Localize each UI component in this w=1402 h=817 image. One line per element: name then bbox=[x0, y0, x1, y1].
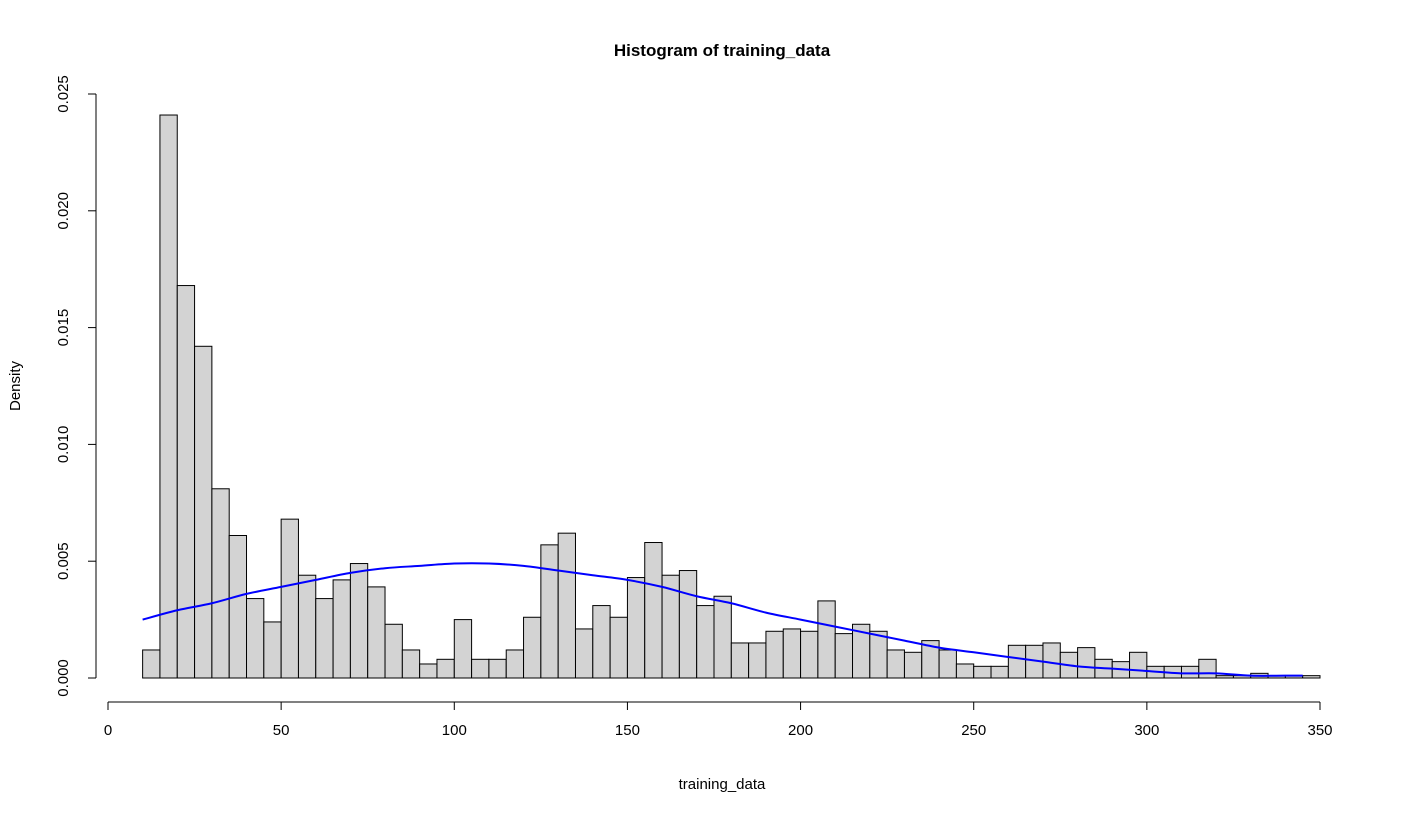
histogram-bar bbox=[315, 598, 334, 679]
x-axis: 0 50 100 150 200 250 300 350 bbox=[104, 701, 1333, 739]
histogram-bar bbox=[713, 595, 732, 679]
histogram-bar bbox=[626, 577, 646, 679]
histogram-bar bbox=[453, 619, 473, 679]
histogram-bar bbox=[436, 658, 455, 679]
histogram-bar bbox=[782, 628, 802, 679]
histogram-bar bbox=[367, 586, 386, 679]
histogram-bar bbox=[1007, 644, 1027, 679]
histogram-bar bbox=[886, 649, 905, 679]
histogram-bar bbox=[176, 285, 196, 679]
x-tick-label: 150 bbox=[615, 722, 640, 739]
histogram-bars bbox=[142, 114, 1321, 679]
histogram-bar bbox=[869, 630, 888, 679]
histogram-bar bbox=[817, 600, 836, 679]
histogram-bar bbox=[800, 630, 819, 679]
histogram-bar bbox=[574, 628, 594, 679]
histogram-bar bbox=[332, 579, 351, 679]
histogram-bar bbox=[211, 488, 230, 679]
histogram-bar bbox=[1129, 651, 1148, 679]
histogram-bar bbox=[592, 605, 611, 679]
histogram-bar bbox=[678, 570, 698, 679]
histogram-bar bbox=[159, 114, 178, 679]
x-tick-label: 200 bbox=[788, 722, 813, 739]
histogram-bar bbox=[1302, 675, 1321, 679]
y-tick-label: 0.025 bbox=[55, 75, 72, 113]
histogram-bar bbox=[523, 616, 542, 679]
y-tick-label: 0.000 bbox=[55, 659, 72, 697]
histogram-bar bbox=[142, 649, 161, 679]
histogram-bar bbox=[1215, 675, 1234, 679]
histogram-bar bbox=[246, 598, 265, 679]
histogram-bar bbox=[349, 563, 369, 679]
histogram-bar bbox=[834, 633, 854, 679]
histogram-bar bbox=[540, 544, 559, 679]
histogram-bar bbox=[973, 665, 992, 679]
y-tick-label: 0.015 bbox=[55, 309, 72, 347]
y-axis: 0.000 0.005 0.010 0.015 0.020 0.025 bbox=[55, 75, 97, 697]
x-tick-label: 50 bbox=[273, 722, 290, 739]
histogram-bar bbox=[990, 665, 1009, 679]
x-tick-label: 100 bbox=[442, 722, 467, 739]
histogram-bar bbox=[194, 345, 213, 679]
x-tick-label: 0 bbox=[104, 722, 112, 739]
histogram-bar bbox=[644, 542, 663, 679]
histogram-bar bbox=[903, 651, 923, 679]
histogram-bar bbox=[505, 649, 525, 679]
histogram-bar bbox=[263, 621, 282, 679]
histogram-bar bbox=[1180, 665, 1200, 679]
histogram-bar bbox=[765, 630, 784, 679]
histogram-bar bbox=[955, 663, 975, 679]
y-axis-label: Density bbox=[7, 360, 24, 411]
histogram-bar bbox=[488, 658, 507, 679]
x-tick-label: 350 bbox=[1307, 722, 1332, 739]
histogram-bar bbox=[384, 623, 403, 679]
y-tick-label: 0.020 bbox=[55, 192, 72, 230]
histogram-bar bbox=[401, 649, 421, 679]
density-curve bbox=[142, 562, 1303, 677]
histogram-bar bbox=[1198, 658, 1217, 679]
x-tick-label: 300 bbox=[1134, 722, 1159, 739]
x-tick-label: 250 bbox=[961, 722, 986, 739]
histogram-bar bbox=[696, 605, 715, 679]
y-tick-label: 0.005 bbox=[55, 542, 72, 580]
histogram-bar bbox=[938, 649, 957, 679]
histogram-bar bbox=[748, 642, 767, 679]
histogram-bar bbox=[419, 663, 438, 679]
x-axis-label: training_data bbox=[679, 776, 766, 793]
histogram-bar bbox=[609, 616, 628, 679]
histogram-bar bbox=[557, 532, 576, 679]
y-tick-label: 0.010 bbox=[55, 426, 72, 464]
histogram-bar bbox=[297, 574, 317, 679]
histogram-bar bbox=[1077, 647, 1096, 679]
histogram-bar bbox=[228, 535, 248, 679]
chart-title: Histogram of training_data bbox=[614, 41, 831, 60]
histogram-bar bbox=[471, 658, 490, 679]
histogram-bar bbox=[280, 518, 299, 679]
histogram-bar bbox=[730, 642, 750, 679]
histogram-bar bbox=[1042, 642, 1061, 679]
